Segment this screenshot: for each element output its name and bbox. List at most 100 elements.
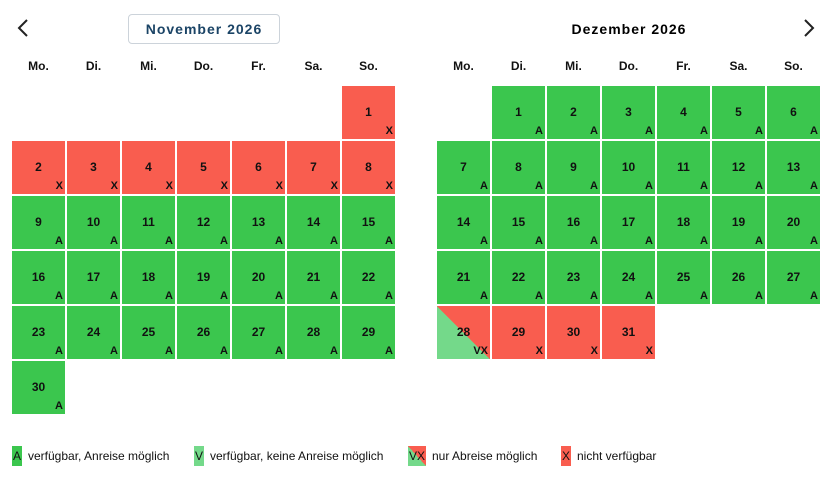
availability-mark: A <box>275 235 283 247</box>
day-number: 11 <box>677 160 690 174</box>
day-cell[interactable]: 24 A <box>602 251 655 304</box>
day-cell[interactable]: 10 A <box>602 141 655 194</box>
day-cell[interactable]: 25 A <box>657 251 710 304</box>
day-cell[interactable]: 13 A <box>232 196 285 249</box>
day-number: 14 <box>306 215 321 229</box>
day-cell[interactable]: 20 A <box>767 196 820 249</box>
day-cell[interactable]: 14 A <box>287 196 340 249</box>
availability-mark: A <box>755 235 763 247</box>
day-number: 28 <box>306 325 321 339</box>
day-cell[interactable]: 14 A <box>437 196 490 249</box>
empty-cell <box>122 86 175 139</box>
availability-mark: A <box>385 235 393 247</box>
day-cell[interactable]: 10 A <box>67 196 120 249</box>
day-number: 24 <box>621 270 636 284</box>
day-number: 25 <box>141 325 156 339</box>
availability-mark: A <box>480 235 488 247</box>
day-cell[interactable]: 13 A <box>767 141 820 194</box>
availability-mark: VX <box>473 345 488 357</box>
day-cell[interactable]: 22 A <box>492 251 545 304</box>
availability-mark: A <box>275 345 283 357</box>
day-cell[interactable]: 17 A <box>67 251 120 304</box>
day-number: 22 <box>361 270 376 284</box>
day-number: 2 <box>35 160 42 174</box>
day-cell[interactable]: 27 A <box>232 306 285 359</box>
day-cell[interactable]: 17 A <box>602 196 655 249</box>
day-cell[interactable]: 12 A <box>712 141 765 194</box>
day-cell[interactable]: 15 A <box>492 196 545 249</box>
weekday-label: Mi. <box>140 59 157 73</box>
day-cell[interactable]: 24 A <box>67 306 120 359</box>
day-cell[interactable]: 21 A <box>287 251 340 304</box>
day-number: 3 <box>90 160 97 174</box>
day-cell[interactable]: 16 A <box>547 196 600 249</box>
weekday-label: Do. <box>193 59 214 73</box>
day-cell[interactable]: 11 A <box>122 196 175 249</box>
legend-item-departure-only: VX nur Abreise möglich <box>408 446 537 466</box>
day-cell[interactable]: 23 A <box>12 306 65 359</box>
day-cell[interactable]: 28 A <box>287 306 340 359</box>
day-cell[interactable]: 31 X <box>602 306 655 359</box>
availability-mark: X <box>385 125 393 137</box>
day-cell[interactable]: 19 A <box>712 196 765 249</box>
legend-swatch: A <box>12 446 22 466</box>
day-number: 15 <box>361 215 376 229</box>
availability-mark: A <box>700 290 708 302</box>
day-number: 29 <box>511 325 526 339</box>
day-number: 26 <box>196 325 211 339</box>
day-cell[interactable]: 29 X <box>492 306 545 359</box>
prev-month-button[interactable] <box>11 14 35 42</box>
availability-mark: A <box>385 290 393 302</box>
day-cell[interactable]: 20 A <box>232 251 285 304</box>
day-cell[interactable]: 15 A <box>342 196 395 249</box>
weekday-label: Di. <box>85 59 102 73</box>
day-cell[interactable]: 23 A <box>547 251 600 304</box>
legend-item-available-no-arrival: V verfügbar, keine Anreise möglich <box>194 446 383 466</box>
day-cell[interactable]: 28 VX <box>437 306 490 359</box>
day-cell[interactable]: 25 A <box>122 306 175 359</box>
availability-mark: A <box>55 400 63 412</box>
weekday-label: Mo. <box>28 59 49 73</box>
day-cell[interactable]: 30 X <box>547 306 600 359</box>
day-cell[interactable]: 26 A <box>712 251 765 304</box>
day-cell[interactable]: 21 A <box>437 251 490 304</box>
empty-cell <box>437 86 490 139</box>
day-cell[interactable]: 16 A <box>12 251 65 304</box>
day-number: 21 <box>306 270 321 284</box>
day-number: 12 <box>196 215 211 229</box>
availability-mark: A <box>645 235 653 247</box>
day-number: 23 <box>31 325 46 339</box>
day-cell[interactable]: 18 A <box>657 196 710 249</box>
day-cell[interactable]: 22 A <box>342 251 395 304</box>
day-cell[interactable]: 11 A <box>657 141 710 194</box>
day-number: 29 <box>361 325 376 339</box>
day-cell[interactable]: 19 A <box>177 251 230 304</box>
day-cell[interactable]: 18 A <box>122 251 175 304</box>
day-cell[interactable]: 27 A <box>767 251 820 304</box>
month-title-button[interactable]: November 2026 <box>127 14 281 44</box>
next-month-button[interactable] <box>797 14 821 42</box>
day-cell[interactable]: 30 A <box>12 361 65 414</box>
day-cell[interactable]: 26 A <box>177 306 230 359</box>
day-cell[interactable]: 29 A <box>342 306 395 359</box>
day-number: 27 <box>251 325 266 339</box>
day-cell[interactable]: 12 A <box>177 196 230 249</box>
